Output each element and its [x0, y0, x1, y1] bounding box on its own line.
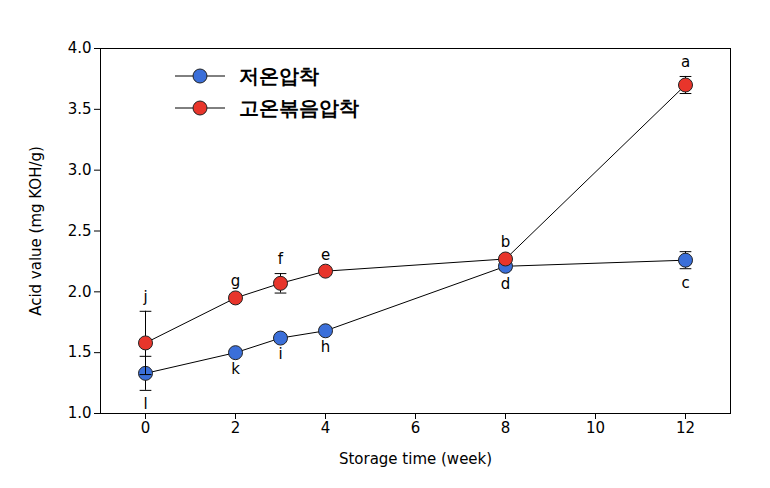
svg-text:10: 10	[586, 419, 605, 437]
svg-text:i: i	[278, 345, 282, 363]
svg-text:c: c	[681, 274, 689, 292]
svg-text:0: 0	[141, 419, 151, 437]
svg-text:8: 8	[501, 419, 511, 437]
svg-text:1.0: 1.0	[68, 404, 92, 422]
html-text:고온볶음압착: 고온볶음압착	[239, 95, 359, 120]
svg-text:e: e	[321, 246, 330, 264]
svg-text:d: d	[501, 275, 511, 293]
svg-text:Acid value (mg KOH/g): Acid value (mg KOH/g)	[27, 146, 45, 316]
svg-text:j: j	[142, 288, 147, 306]
html-text:저온압착: 저온압착	[239, 63, 319, 88]
svg-text:b: b	[501, 233, 511, 251]
svg-text:6: 6	[411, 419, 421, 437]
svg-text:l: l	[143, 395, 147, 413]
svg-text:2.5: 2.5	[68, 222, 92, 240]
svg-text:4.0: 4.0	[68, 39, 92, 57]
svg-text:2.0: 2.0	[68, 283, 92, 301]
svg-text:3.5: 3.5	[68, 100, 92, 118]
svg-text:2: 2	[231, 419, 241, 437]
svg-text:a: a	[681, 53, 690, 71]
svg-text:Storage time (week): Storage time (week)	[339, 450, 492, 468]
svg-text:4: 4	[321, 419, 331, 437]
svg-text:f: f	[278, 250, 284, 268]
svg-text:12: 12	[676, 419, 695, 437]
svg-text:1.5: 1.5	[68, 343, 92, 361]
svg-text:h: h	[321, 338, 331, 356]
svg-text:3.0: 3.0	[68, 161, 92, 179]
svg-text:g: g	[231, 272, 241, 290]
svg-text:k: k	[231, 360, 240, 378]
